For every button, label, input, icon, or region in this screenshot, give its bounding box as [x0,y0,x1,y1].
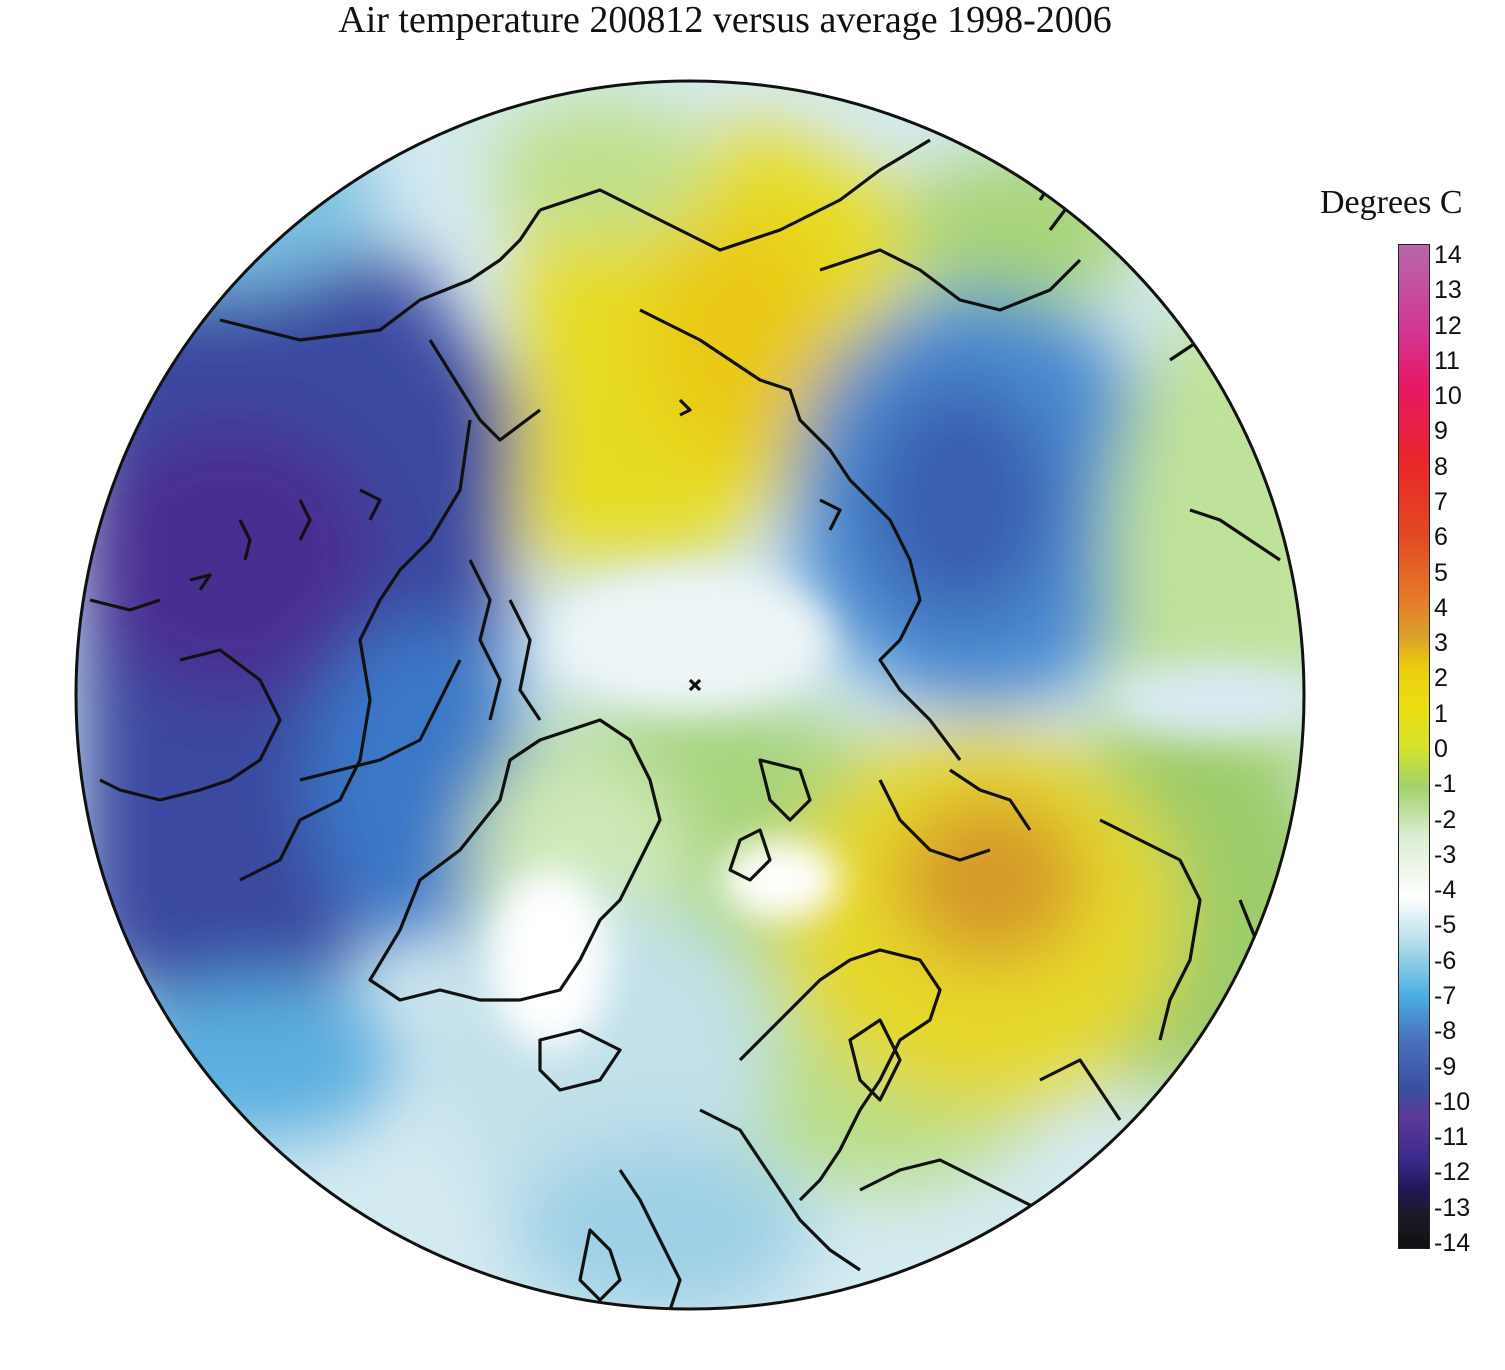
legend-tick-label: 6 [1434,523,1448,552]
legend-tick-label: 2 [1434,664,1448,693]
legend-tick-label: 13 [1434,276,1462,305]
legend-tick-label: -9 [1434,1052,1457,1081]
legend-tick-label: -7 [1434,982,1457,1010]
legend-tick-label: 10 [1434,382,1462,411]
legend-tick-label: 8 [1434,452,1448,481]
legend-tick-label: -14 [1434,1229,1471,1257]
legend-tick-label: 1 [1434,699,1448,728]
legend-tick-label: -11 [1434,1123,1469,1152]
legend-tick-label: -4 [1434,876,1457,905]
legend-tick-label: -6 [1434,946,1457,975]
legend-tick-label: 4 [1434,593,1448,622]
legend-tick-label: -2 [1434,805,1457,834]
legend-tick-label: 5 [1434,558,1448,587]
legend-tick-label: -8 [1434,1017,1457,1046]
legend-tick-label: 14 [1434,241,1462,269]
coastlines [89,138,1302,1309]
legend: 14 13 12 11 10 9 8 7 6 5 4 3 2 1 0 -1 -2 -3 -4 -5 -6 -7 -8 -9 -1… [1398,241,1505,1256]
legend-tick-label: -12 [1434,1158,1471,1187]
legend-tick-label: 11 [1434,346,1460,375]
legend-tick-label: 3 [1434,629,1448,658]
legend-tick-label: 9 [1434,417,1448,446]
map-title: Air temperature 200812 versus average 19… [338,0,1112,41]
legend-tick-label: -3 [1434,840,1457,869]
legend-tick-label: 7 [1434,488,1448,516]
legend-tick-label: -10 [1434,1087,1471,1116]
legend-tick-label: -5 [1434,911,1457,940]
legend-tick-label: 12 [1434,311,1462,340]
map-boundary [74,79,1306,1311]
legend-tick-label: 0 [1434,735,1448,763]
colorbar [1398,244,1430,1249]
legend-title: Degrees C [1320,184,1463,221]
temperature-field [76,81,1304,1309]
legend-tick-label: -13 [1434,1193,1471,1222]
legend-tick-label: -1 [1434,770,1457,799]
